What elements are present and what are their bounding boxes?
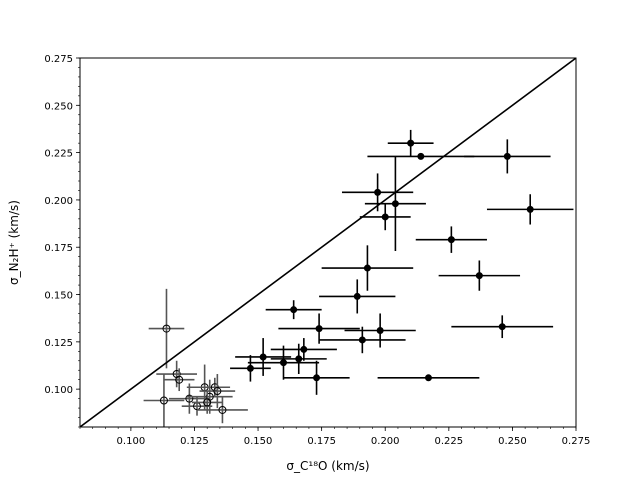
data-point xyxy=(486,194,574,225)
point-marker xyxy=(315,325,323,333)
plot-frame xyxy=(79,57,577,428)
data-point xyxy=(344,313,416,348)
point-marker xyxy=(213,387,222,396)
point-marker xyxy=(391,200,399,208)
y-tick-label: 0.225 xyxy=(44,149,73,160)
y-tick-label: 0.200 xyxy=(44,196,73,207)
data-point xyxy=(283,360,350,395)
data-point xyxy=(321,245,414,291)
y-tick-label: 0.250 xyxy=(44,101,73,112)
point-marker xyxy=(162,324,171,333)
data-point xyxy=(359,203,411,231)
point-marker xyxy=(353,292,361,300)
point-marker xyxy=(475,272,483,280)
point-marker xyxy=(424,374,432,382)
data-point xyxy=(319,326,406,354)
point-marker xyxy=(447,236,455,244)
data-point xyxy=(197,396,248,424)
data-point xyxy=(278,313,360,344)
x-axis-label: σ_C¹⁸O (km/s) xyxy=(286,459,369,473)
point-marker xyxy=(376,326,384,334)
point-marker xyxy=(300,345,308,353)
point-marker xyxy=(185,394,194,403)
data-point xyxy=(235,338,292,376)
y-tick-label: 0.150 xyxy=(44,291,73,302)
data-point xyxy=(265,300,322,320)
data-point xyxy=(377,374,480,382)
point-marker xyxy=(358,336,366,344)
data-point xyxy=(163,368,195,392)
point-marker xyxy=(290,306,298,314)
data-point xyxy=(415,226,487,253)
data-point xyxy=(387,129,434,157)
data-point xyxy=(148,288,185,369)
y-tick-label: 0.125 xyxy=(44,338,73,349)
identity-line xyxy=(80,58,576,427)
data-point xyxy=(438,260,521,291)
data-point xyxy=(143,374,185,427)
y-tick-label: 0.275 xyxy=(44,54,73,65)
x-tick-label: 0.125 xyxy=(180,436,209,447)
point-marker xyxy=(159,396,168,405)
point-marker xyxy=(313,374,321,382)
axis-ticks: 0.100 0.125 0.150 0.175 0.200 0.225 0.250 0.275… xyxy=(44,54,590,447)
x-tick-label: 0.275 xyxy=(562,436,591,447)
data-point xyxy=(169,383,210,414)
data-point xyxy=(230,355,271,382)
point-marker xyxy=(175,375,184,384)
data-marks xyxy=(143,129,574,427)
point-marker xyxy=(374,188,382,196)
point-marker xyxy=(503,152,511,160)
point-marker xyxy=(363,264,371,272)
point-marker xyxy=(295,355,303,363)
point-marker xyxy=(381,213,389,221)
data-point xyxy=(186,379,233,414)
point-marker xyxy=(526,205,534,213)
point-marker xyxy=(417,152,425,160)
point-marker xyxy=(498,323,506,331)
point-marker xyxy=(218,405,227,414)
x-tick-label: 0.100 xyxy=(117,436,146,447)
point-marker xyxy=(407,139,415,147)
x-tick-label: 0.150 xyxy=(244,436,273,447)
y-tick-label: 0.175 xyxy=(44,243,73,254)
data-point xyxy=(247,345,320,380)
point-marker xyxy=(279,359,287,367)
x-tick-label: 0.200 xyxy=(371,436,400,447)
y-axis-label: σ_N₂H⁺ (km/s) xyxy=(7,200,21,285)
data-point xyxy=(270,343,327,375)
data-point xyxy=(464,139,551,174)
x-tick-label: 0.175 xyxy=(307,436,336,447)
y-tick-label: 0.100 xyxy=(44,385,73,396)
x-tick-label: 0.250 xyxy=(498,436,527,447)
data-point xyxy=(319,279,396,314)
x-tick-label: 0.225 xyxy=(435,436,464,447)
data-point xyxy=(270,338,337,361)
data-point xyxy=(451,315,554,339)
data-point xyxy=(367,152,475,160)
point-marker xyxy=(203,398,212,407)
point-marker xyxy=(259,353,267,361)
data-point xyxy=(364,156,426,252)
point-marker xyxy=(246,364,254,372)
